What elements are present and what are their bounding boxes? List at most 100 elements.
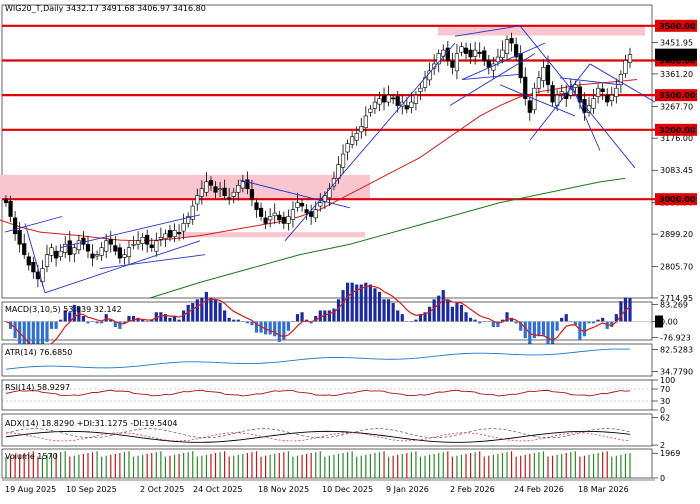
candle-body (54, 250, 59, 259)
macd-bar (582, 321, 587, 337)
trendline-14 (589, 63, 656, 103)
candle-body (49, 247, 54, 256)
macd-bar (441, 290, 445, 322)
candle-body (222, 187, 227, 196)
macd-bar (63, 310, 67, 322)
rsi-line (5, 389, 631, 397)
trendline-2 (44, 240, 201, 294)
candle-body (309, 211, 314, 217)
zone-2 (438, 25, 645, 36)
macd-bar (591, 321, 596, 324)
volume-label: Volume 1570 (5, 452, 58, 461)
macd-bar (546, 321, 550, 344)
candle-body (176, 232, 182, 235)
macd-bar (569, 321, 573, 323)
adx-label: ADX(14) 18.8290 +DI:31.1275 -DI:19.5404 (5, 419, 177, 428)
macd-bar (500, 319, 505, 322)
trendline-5 (239, 179, 351, 209)
macd-bar (323, 310, 327, 322)
atr-line (5, 348, 630, 370)
date-tick-label: 2 Feb 2026 (450, 485, 495, 494)
atr-label: ATR(14) 76.6850 (5, 348, 72, 357)
macd-bar (532, 321, 536, 339)
date-tick-label: 10 Dec 2025 (322, 485, 373, 494)
candle-body (167, 230, 173, 238)
macd-bar (236, 319, 240, 322)
trendline-1 (24, 223, 46, 293)
macd-bar (104, 314, 108, 322)
candle-body (541, 67, 546, 81)
candle-body (363, 115, 368, 129)
macd-bar (163, 314, 168, 322)
volume-tick-label: 1969 (660, 449, 680, 458)
date-tick-label: 9 Jan 2026 (386, 485, 429, 494)
macd-bar (396, 310, 400, 322)
candle-body (336, 164, 341, 179)
macd-bar (509, 317, 514, 322)
candle-body (313, 209, 318, 219)
candle-body (523, 76, 528, 99)
candle-body (514, 44, 519, 58)
macd-bar (355, 284, 359, 322)
macd-bar (154, 312, 158, 322)
chart-header: WIG20_T,Daily 3432.17 3491.68 3406.97 34… (5, 4, 206, 13)
macd-bar (578, 321, 582, 340)
volume-frame (1, 448, 653, 479)
macd-bar (386, 299, 391, 322)
macd-bar (295, 314, 300, 322)
macd-bar (528, 321, 532, 348)
macd-bar (587, 321, 591, 324)
macd-bar (172, 315, 177, 322)
candle-body (126, 247, 132, 258)
level-tag-label: 3000.00 (659, 195, 696, 204)
candle-body (609, 94, 614, 101)
macd-bar (282, 321, 286, 340)
candle-body (354, 132, 359, 141)
candle-body (149, 244, 154, 249)
macd-bar (437, 295, 441, 322)
macd-bar (555, 321, 559, 331)
macd-bar (286, 321, 290, 331)
candle-body (277, 214, 282, 221)
candle-body (290, 209, 296, 220)
candle-body (181, 223, 186, 232)
macd-bar (427, 306, 432, 322)
trendline-15 (559, 77, 621, 86)
candle-body (286, 216, 291, 224)
macd-bar (473, 319, 477, 322)
candle-body (304, 209, 309, 214)
macd-bar (227, 317, 231, 322)
candle-body (618, 74, 623, 86)
candle-body (377, 98, 382, 105)
macd-bar (195, 299, 199, 322)
macd-bar (332, 308, 336, 322)
candle-body (85, 243, 91, 252)
rsi-tick-label: 0 (660, 406, 665, 415)
candle-body (158, 237, 163, 240)
candle-body (450, 60, 455, 68)
candle-body (113, 245, 118, 252)
candle-body (245, 179, 250, 190)
candle-body (340, 153, 346, 168)
candle-body (81, 237, 86, 245)
macd-bar (168, 317, 172, 322)
candle-body (409, 101, 414, 108)
macd-bar (400, 314, 404, 322)
macd-bar (560, 317, 564, 322)
macd-bar (300, 312, 304, 322)
macd-bar (346, 282, 350, 322)
macd-bar (182, 310, 186, 322)
macd-bar (455, 303, 459, 322)
macd-bar (623, 297, 628, 322)
macd-bar (537, 321, 541, 337)
candle-body (436, 53, 441, 65)
candle-body (381, 95, 387, 103)
level-tag-label: 3200.00 (659, 126, 696, 135)
macd-bar (405, 321, 409, 323)
macd-signal-line (5, 285, 631, 355)
atr-tick-label: 34.7790 (660, 368, 693, 377)
macd-bar (519, 321, 523, 331)
candle-body (500, 49, 505, 59)
macd-bar (377, 291, 382, 322)
trendline-6 (284, 42, 456, 242)
